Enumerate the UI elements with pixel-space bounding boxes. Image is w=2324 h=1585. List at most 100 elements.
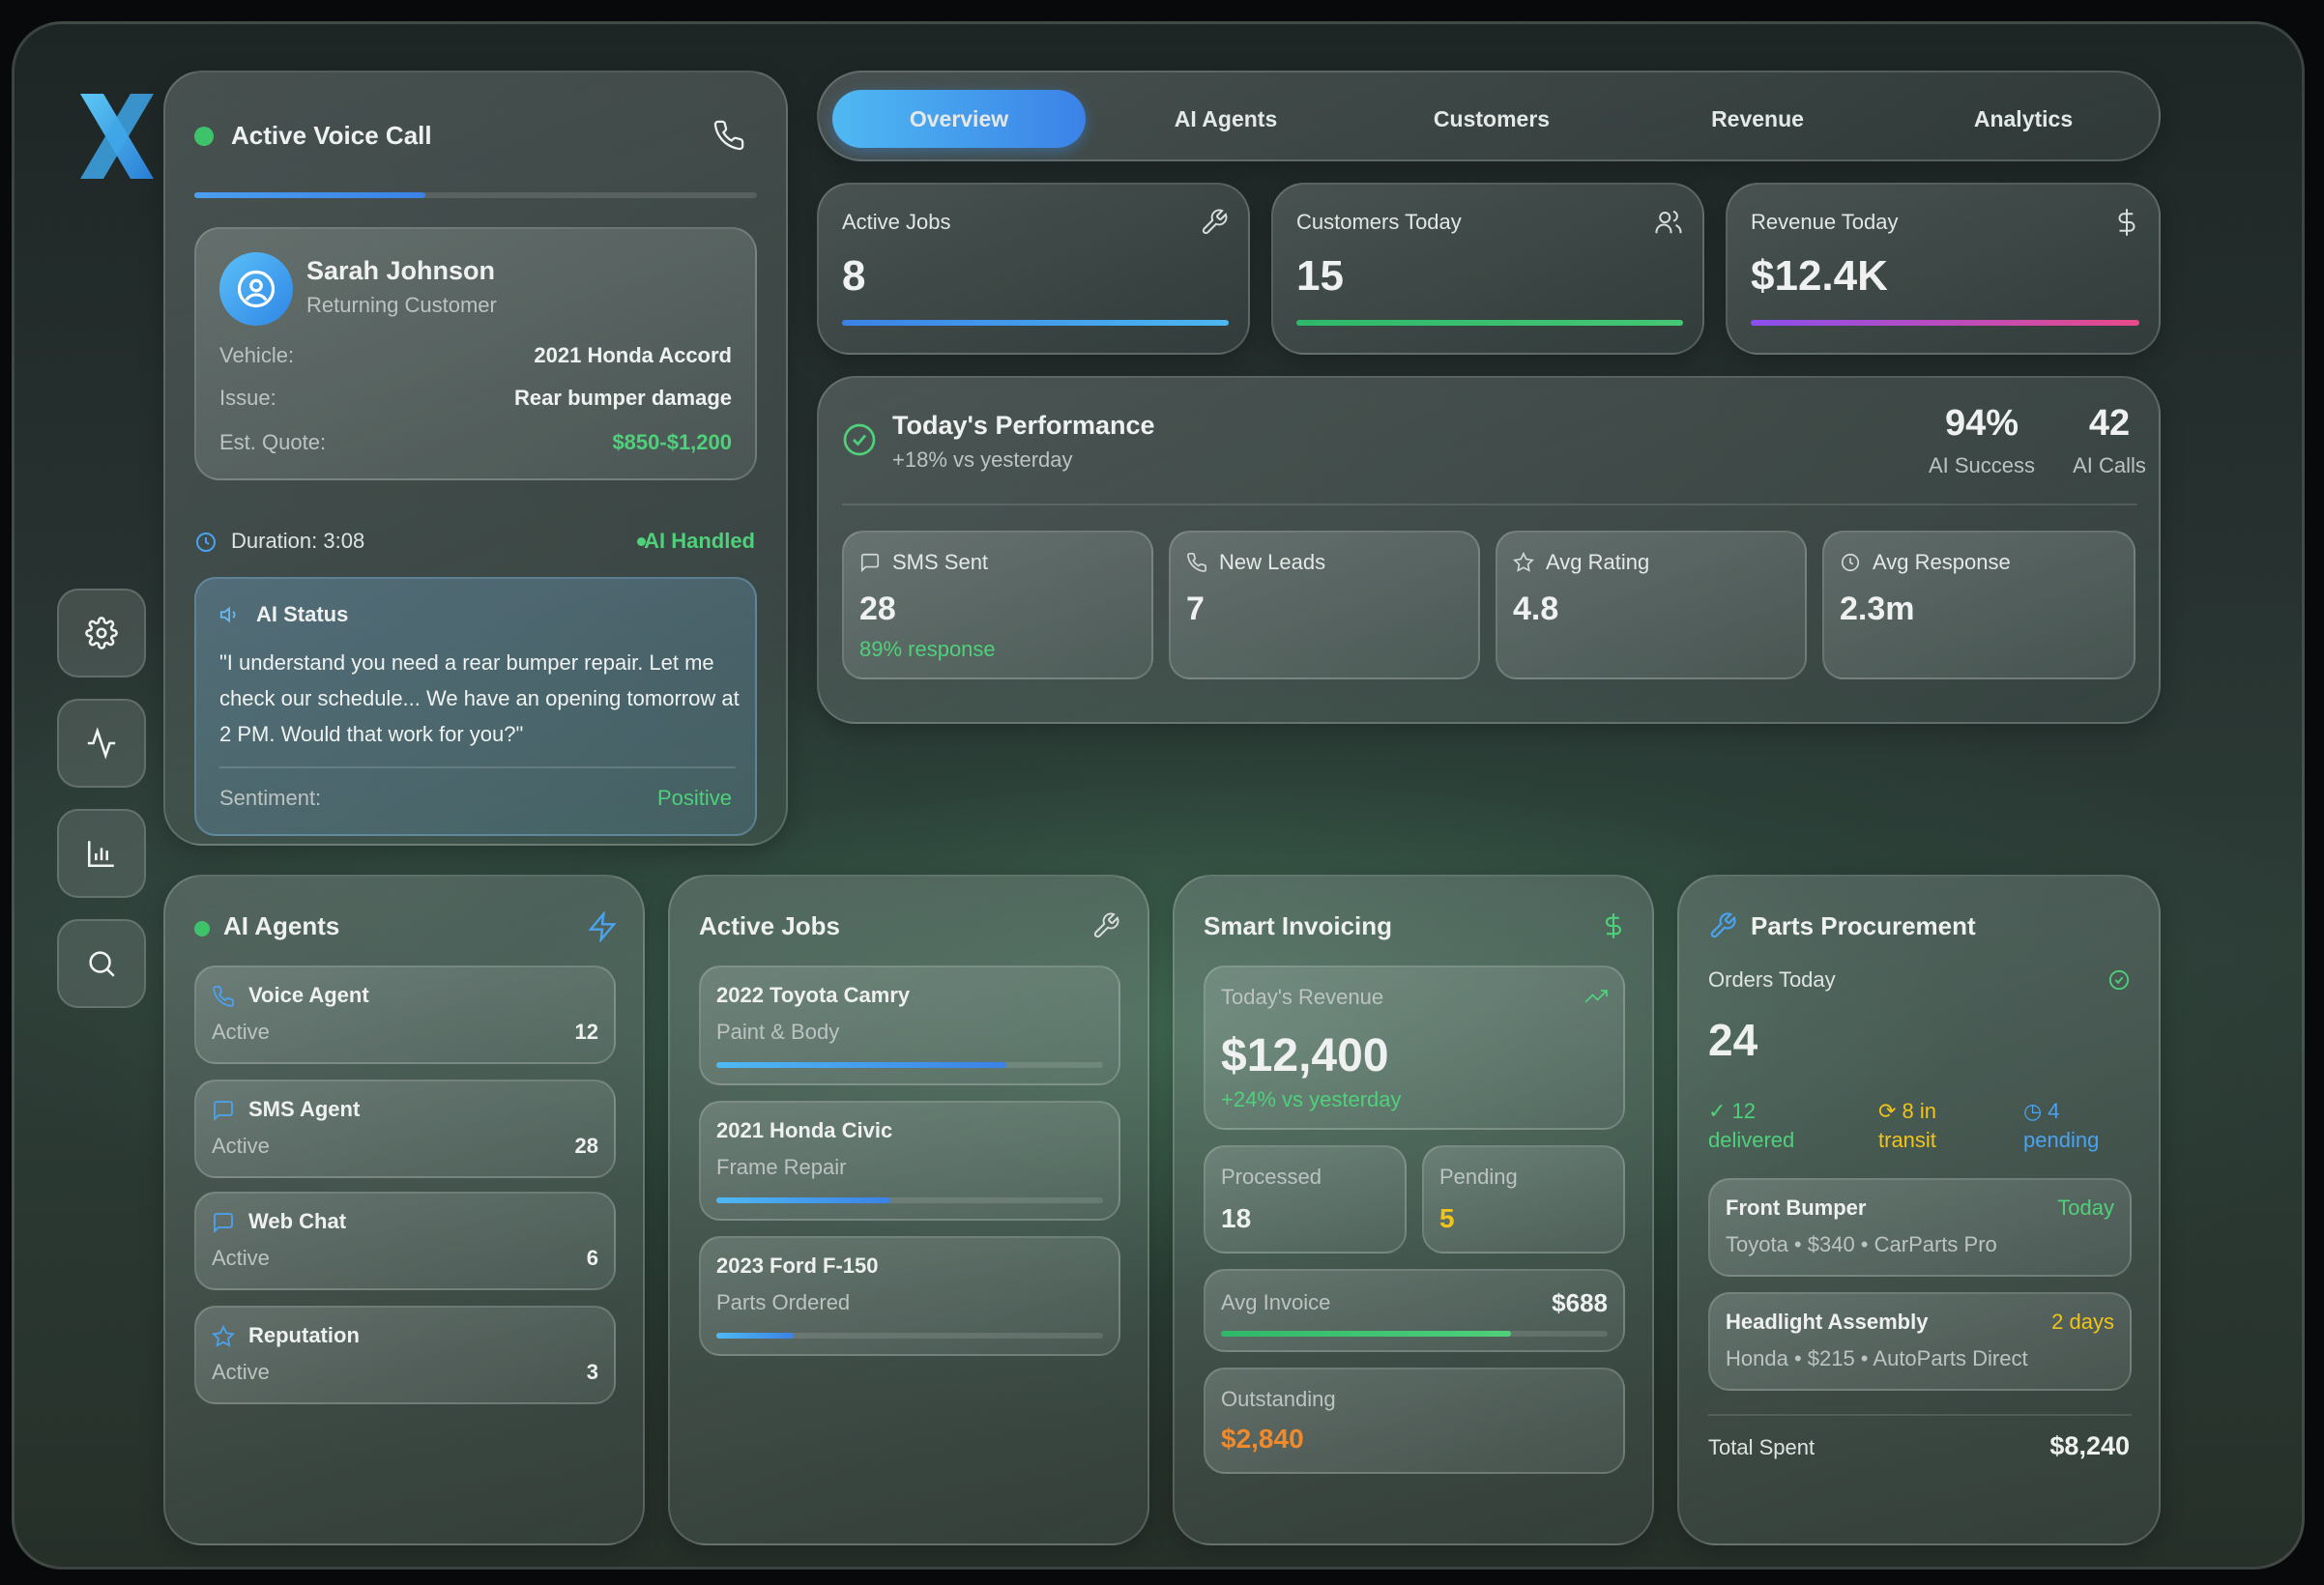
agent-voice[interactable]: Voice Agent Active 12	[194, 965, 616, 1064]
stat-label: Active Jobs	[842, 210, 951, 234]
metric-sms-sent[interactable]: SMS Sent 28 89% response	[842, 531, 1153, 679]
divider	[219, 766, 736, 768]
user-icon	[237, 270, 276, 308]
sentiment-label: Sentiment:	[219, 786, 322, 810]
customer-type: Returning Customer	[306, 293, 497, 317]
ai-handled-badge: AI Handled	[644, 529, 755, 553]
chart-button[interactable]	[57, 809, 146, 898]
part-detail: Honda • $215 • AutoParts Direct	[1726, 1346, 2028, 1370]
agent-name: Web Chat	[248, 1209, 347, 1233]
stat-customers-today[interactable]: Customers Today 15	[1271, 183, 1704, 355]
message-icon	[859, 552, 881, 573]
call-duration: Duration: 3:08	[231, 529, 365, 553]
tab-revenue[interactable]: Revenue	[1711, 105, 1804, 131]
ai-status-title: AI Status	[256, 602, 349, 626]
agent-reputation[interactable]: Reputation Active 3	[194, 1306, 616, 1404]
pending-value: 5	[1439, 1203, 1455, 1233]
job-progress	[716, 1062, 1103, 1068]
search-button[interactable]	[57, 919, 146, 1008]
job-card[interactable]: 2022 Toyota Camry Paint & Body	[699, 965, 1120, 1085]
metric-value: 28	[859, 591, 896, 627]
delivered-count: ✓ 12	[1708, 1099, 1757, 1123]
pending-count: ◷ 4	[2023, 1099, 2060, 1123]
outstanding-value: $2,840	[1221, 1424, 1304, 1454]
agent-status: Active	[212, 1360, 270, 1384]
trending-up-icon	[1584, 985, 1608, 1008]
metric-avg-rating[interactable]: Avg Rating 4.8	[1496, 531, 1807, 679]
customer-name: Sarah Johnson	[306, 256, 496, 285]
processed-value: 18	[1221, 1203, 1252, 1233]
performance-title: Today's Performance	[892, 411, 1155, 440]
processed-label: Processed	[1221, 1165, 1322, 1189]
ai-status-text: "I understand you need a rear bumper rep…	[219, 650, 740, 746]
tab-ai-agents[interactable]: AI Agents	[1174, 105, 1278, 131]
customer-card: Sarah Johnson Returning Customer Vehicle…	[194, 227, 757, 480]
divider	[1708, 1414, 2132, 1416]
message-icon	[212, 1099, 235, 1122]
job-card[interactable]: 2021 Honda Civic Frame Repair	[699, 1101, 1120, 1221]
metric-label: SMS Sent	[892, 550, 989, 574]
quote-value: $850-$1,200	[612, 430, 732, 454]
avg-invoice-card[interactable]: Avg Invoice $688	[1204, 1269, 1625, 1352]
part-detail: Toyota • $340 • CarParts Pro	[1726, 1232, 1997, 1256]
revenue-card[interactable]: Today's Revenue $12,400 +24% vs yesterda…	[1204, 965, 1625, 1130]
outstanding-card[interactable]: Outstanding $2,840	[1204, 1368, 1625, 1474]
agents-title: AI Agents	[223, 911, 340, 940]
tab-customers[interactable]: Customers	[1433, 105, 1551, 131]
agent-count: 3	[586, 1360, 598, 1384]
transit-count: ⟳ 8 in	[1878, 1099, 1937, 1123]
part-name: Headlight Assembly	[1726, 1310, 1929, 1334]
clock-icon	[1840, 552, 1861, 573]
settings-button[interactable]	[57, 589, 146, 677]
metric-new-leads[interactable]: New Leads 7	[1169, 531, 1480, 679]
stat-value: $12.4K	[1751, 252, 1888, 300]
dollar-icon	[2112, 206, 2141, 239]
tab-overview[interactable]: Overview	[832, 90, 1086, 148]
phone-icon[interactable]	[712, 119, 745, 152]
bar-chart-icon	[87, 841, 114, 868]
metric-label: New Leads	[1219, 550, 1326, 574]
part-order[interactable]: Front Bumper Today Toyota • $340 • CarPa…	[1708, 1178, 2132, 1277]
phone-icon	[1186, 552, 1207, 573]
ai-success-label: AI Success	[1928, 453, 2036, 477]
agent-sms[interactable]: SMS Agent Active 28	[194, 1080, 616, 1178]
job-vehicle: 2021 Honda Civic	[716, 1118, 893, 1142]
avg-invoice-progress	[1221, 1331, 1608, 1337]
activity-button[interactable]	[57, 699, 146, 788]
total-spent-label: Total Spent	[1708, 1435, 1816, 1459]
handled-dot	[637, 537, 646, 546]
vehicle-label: Vehicle:	[219, 343, 295, 367]
avg-invoice-label: Avg Invoice	[1221, 1290, 1331, 1314]
message-icon	[212, 1211, 235, 1234]
stat-label: Revenue Today	[1751, 210, 1899, 234]
avg-invoice-value: $688	[1552, 1288, 1608, 1317]
pending-label: pending	[2023, 1128, 2100, 1152]
smart-invoicing-panel: Smart Invoicing Today's Revenue $12,400 …	[1173, 875, 1654, 1545]
dollar-icon	[1600, 909, 1627, 942]
stat-bar	[842, 320, 1229, 326]
metric-note: 89% response	[859, 637, 996, 661]
stat-revenue-today[interactable]: Revenue Today $12.4K	[1726, 183, 2161, 355]
tab-analytics[interactable]: Analytics	[1973, 105, 2074, 131]
issue-label: Issue:	[219, 386, 276, 410]
metric-avg-response[interactable]: Avg Response 2.3m	[1822, 531, 2135, 679]
tab-bar: Overview AI Agents Customers Revenue Ana…	[817, 71, 2161, 161]
part-order[interactable]: Headlight Assembly 2 days Honda • $215 •…	[1708, 1292, 2132, 1391]
agent-web-chat[interactable]: Web Chat Active 6	[194, 1192, 616, 1290]
ai-status-card: AI Status "I understand you need a rear …	[194, 577, 757, 836]
users-icon	[1654, 208, 1683, 237]
activity-icon	[87, 727, 116, 760]
pending-card[interactable]: Pending 5	[1422, 1145, 1625, 1254]
job-type: Paint & Body	[716, 1020, 840, 1044]
star-icon	[212, 1324, 235, 1348]
live-indicator	[194, 921, 210, 937]
metric-label: Avg Rating	[1546, 550, 1650, 574]
processed-card[interactable]: Processed 18	[1204, 1145, 1407, 1254]
job-card[interactable]: 2023 Ford F-150 Parts Ordered	[699, 1236, 1120, 1356]
check-circle-icon	[2108, 969, 2130, 991]
divider	[842, 504, 2137, 505]
stat-active-jobs[interactable]: Active Jobs 8	[817, 183, 1250, 355]
pending-label: Pending	[1439, 1165, 1518, 1189]
part-eta: Today	[2057, 1196, 2114, 1220]
dashboard-window: Active Voice Call Sarah Johnson Returnin…	[12, 21, 2305, 1570]
